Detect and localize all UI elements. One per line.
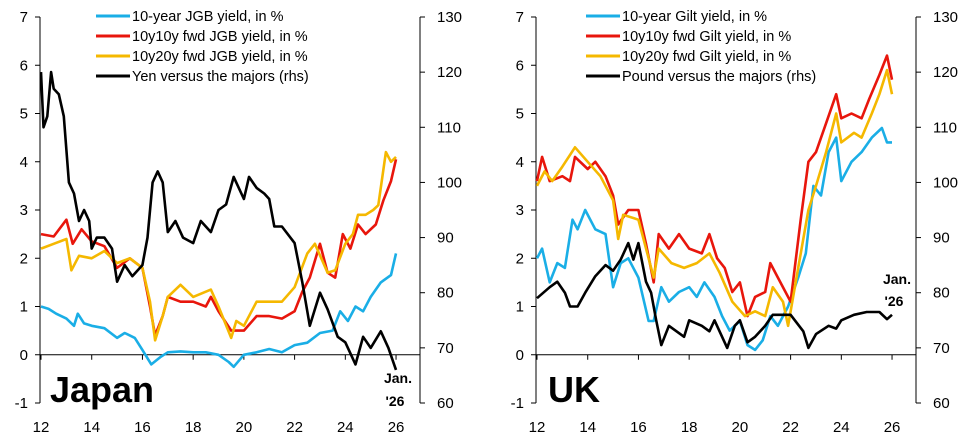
- left-y-tick-label: 7: [20, 9, 28, 26]
- right-y-tick-label: 90: [437, 230, 454, 247]
- x-tick-label: 20: [732, 419, 749, 436]
- left-y-tick-label: 5: [516, 106, 524, 123]
- x-tick-label: 24: [833, 419, 850, 436]
- date-annotation: Jan.: [384, 370, 412, 386]
- panel-label: Japan: [50, 369, 154, 410]
- x-tick-label: 22: [286, 419, 303, 436]
- right-y-tick-label: 70: [933, 340, 950, 357]
- x-tick-label: 12: [33, 419, 50, 436]
- right-y-tick-label: 130: [933, 9, 958, 26]
- x-tick-label: 12: [529, 419, 546, 436]
- x-tick-label: 18: [185, 419, 202, 436]
- x-tick-label: 24: [337, 419, 354, 436]
- left-y-tick-label: -1: [15, 395, 28, 412]
- right-y-tick-label: 120: [437, 64, 462, 81]
- legend-label: 10y10y fwd JGB yield, in %: [132, 29, 308, 45]
- date-annotation: '26: [386, 393, 405, 409]
- legend-label: 10y20y fwd Gilt yield, in %: [622, 49, 791, 65]
- series-line-0: [535, 126, 892, 352]
- x-tick-label: 14: [83, 419, 100, 436]
- right-y-tick-label: 110: [933, 119, 957, 136]
- x-tick-label: 14: [579, 419, 596, 436]
- legend-label: 10y20y fwd JGB yield, in %: [132, 49, 308, 65]
- right-y-tick-label: 80: [933, 285, 950, 302]
- right-y-tick-label: 60: [933, 395, 950, 412]
- x-tick-label: 16: [630, 419, 647, 436]
- right-y-tick-label: 100: [933, 174, 958, 191]
- x-tick-label: 20: [236, 419, 253, 436]
- legend-label: 10-year Gilt yield, in %: [622, 9, 767, 25]
- x-tick-label: 26: [884, 419, 901, 436]
- right-y-tick-label: 130: [437, 9, 462, 26]
- right-y-tick-label: 100: [437, 174, 462, 191]
- panel-label: UK: [548, 369, 600, 410]
- x-tick-label: 22: [782, 419, 799, 436]
- right-y-tick-label: 70: [437, 340, 454, 357]
- legend-label: Pound versus the majors (rhs): [622, 69, 816, 85]
- date-annotation: '26: [885, 293, 904, 309]
- series-line-2: [535, 68, 894, 328]
- series-line-2: [40, 150, 397, 342]
- left-y-tick-label: 0: [516, 347, 524, 364]
- series-line-0: [40, 253, 398, 369]
- left-y-tick-label: 3: [516, 202, 524, 219]
- left-y-tick-label: 7: [516, 9, 524, 26]
- left-y-tick-label: 0: [20, 347, 28, 364]
- date-annotation: Jan.: [883, 271, 911, 287]
- left-y-tick-label: 6: [516, 57, 524, 74]
- legend-label: 10y10y fwd Gilt yield, in %: [622, 29, 791, 45]
- left-y-tick-label: 6: [20, 57, 28, 74]
- right-y-tick-label: 120: [933, 64, 958, 81]
- right-y-tick-label: 90: [933, 230, 950, 247]
- left-y-tick-label: 2: [516, 250, 524, 267]
- left-y-tick-label: 4: [516, 154, 524, 171]
- left-y-tick-label: 2: [20, 250, 28, 267]
- left-y-tick-label: 5: [20, 106, 28, 123]
- right-y-tick-label: 80: [437, 285, 454, 302]
- left-y-tick-label: 4: [20, 154, 28, 171]
- series-line-1: [535, 54, 894, 318]
- left-y-tick-label: 3: [20, 202, 28, 219]
- right-y-tick-label: 110: [437, 119, 461, 136]
- x-tick-label: 18: [681, 419, 698, 436]
- left-y-tick-label: -1: [511, 395, 524, 412]
- legend-label: 10-year JGB yield, in %: [132, 9, 284, 25]
- x-tick-label: 26: [388, 419, 405, 436]
- legend-label: Yen versus the majors (rhs): [132, 69, 309, 85]
- right-y-tick-label: 60: [437, 395, 454, 412]
- series-line-3: [39, 70, 398, 371]
- left-y-tick-label: 1: [20, 299, 28, 316]
- left-y-tick-label: 1: [516, 299, 524, 316]
- series-line-3: [536, 241, 893, 350]
- x-tick-label: 16: [134, 419, 151, 436]
